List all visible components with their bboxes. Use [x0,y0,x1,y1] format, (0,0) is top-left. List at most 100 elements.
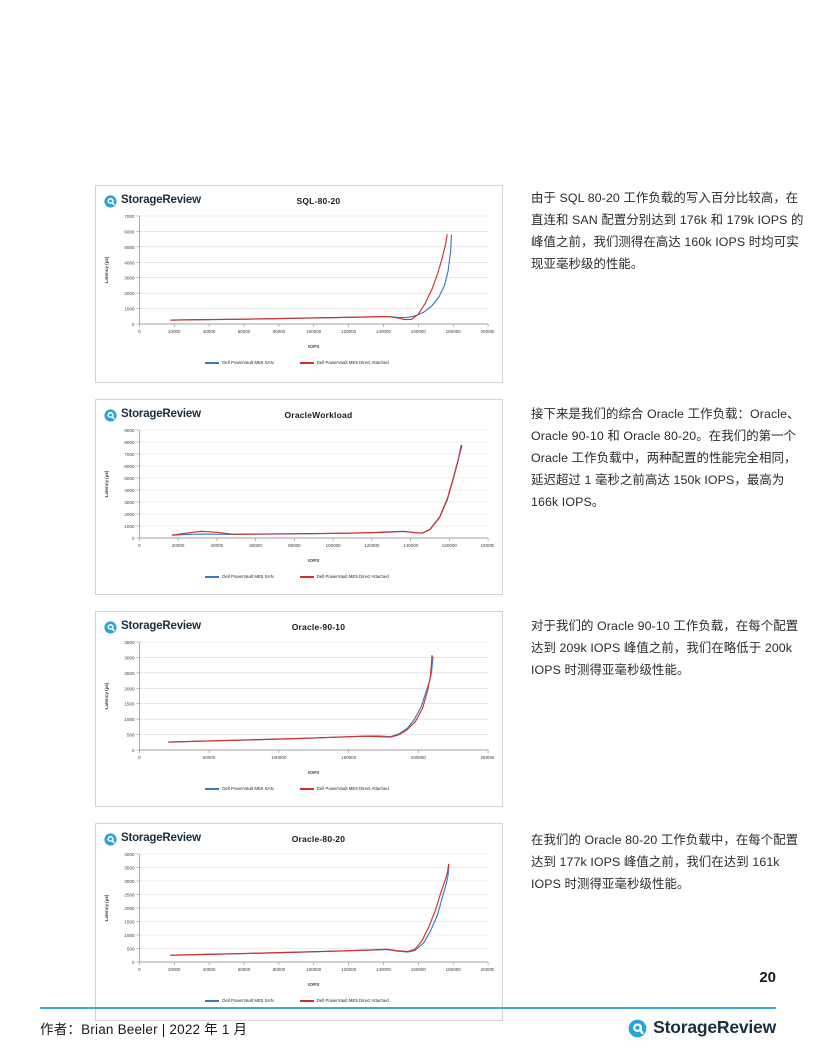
section-row: StorageReview SQL-80-20 0 1000 2000 3000 400… [95,185,807,383]
svg-text:200000: 200000 [411,755,427,760]
svg-text:2000: 2000 [124,906,135,911]
svg-text:120000: 120000 [364,543,380,548]
svg-text:2000: 2000 [124,686,135,691]
footer-author: 作者：Brian Beeler | 2022 年 1 月 [40,1022,248,1037]
svg-text:20000: 20000 [168,967,181,972]
svg-text:9000: 9000 [124,428,135,433]
svg-text:2500: 2500 [124,892,135,897]
chart-header: StorageReview Oracle-90-10 [100,618,494,636]
svg-text:200000: 200000 [481,967,494,972]
chart-legend: Dell PowerVault ME5 SAN Dell PowerVault … [100,574,494,579]
chart-header: StorageReview OracleWorkload [100,406,494,424]
legend-item-san: Dell PowerVault ME5 SAN [205,786,274,791]
chart-legend: Dell PowerVault ME5 SAN Dell PowerVault … [100,786,494,791]
svg-text:Latency (µs): Latency (µs) [104,256,109,283]
svg-text:0: 0 [138,543,141,548]
legend-swatch-direct [299,999,314,1002]
svg-text:0: 0 [138,755,141,760]
note-text-oracle-90-10: 对于我们的 Oracle 90-10 工作负载，在每个配置达到 209k IOP… [531,619,799,678]
svg-text:1500: 1500 [124,702,135,707]
svg-text:60000: 60000 [249,543,262,548]
legend-label-san: Dell PowerVault ME5 SAN [222,360,274,365]
chart-legend: Dell PowerVault ME5 SAN Dell PowerVault … [100,998,494,1003]
footer-brand-lockup: StorageReview [628,1019,776,1038]
svg-text:140000: 140000 [376,329,392,334]
svg-text:6000: 6000 [124,464,135,469]
svg-text:160000: 160000 [442,543,458,548]
svg-text:80000: 80000 [273,967,286,972]
svg-text:2000: 2000 [124,512,135,517]
svg-text:40000: 40000 [203,967,216,972]
svg-text:1500: 1500 [124,919,135,924]
brand-lockup: StorageReview [104,833,201,846]
chart-title: OracleWorkload [284,410,353,420]
svg-text:500: 500 [127,946,135,951]
note-text-oracle-80-20: 在我们的 Oracle 80-20 工作负载中，在每个配置达到 177k IOP… [531,833,799,892]
svg-text:2500: 2500 [124,671,135,676]
brand-name: StorageReview [121,620,201,633]
svg-text:20000: 20000 [172,543,185,548]
svg-text:40000: 40000 [203,329,216,334]
svg-text:80000: 80000 [288,543,301,548]
svg-text:3500: 3500 [124,640,135,645]
page-number: 20 [759,969,776,986]
svg-text:0: 0 [138,329,141,334]
svg-text:200000: 200000 [481,329,494,334]
svg-text:7000: 7000 [124,452,135,457]
legend-item-san: Dell PowerVault ME5 SAN [205,360,274,365]
svg-text:4000: 4000 [124,488,135,493]
legend-item-san: Dell PowerVault ME5 SAN [205,998,274,1003]
storagereview-logo-icon [628,1019,647,1038]
svg-text:0: 0 [138,967,141,972]
legend-swatch-direct [299,787,314,790]
svg-text:160000: 160000 [411,329,427,334]
section-row: StorageReview Oracle-80-20 0 500 1000 1500 2… [95,823,807,1021]
legend-label-direct: Dell PowerVault ME5 Direct Attached [316,786,389,791]
section-row: StorageReview OracleWorkload 0 1000 2000 30… [95,399,807,595]
legend-label-san: Dell PowerVault ME5 SAN [222,574,274,579]
chart-legend: Dell PowerVault ME5 SAN Dell PowerVault … [100,360,494,365]
svg-text:500: 500 [127,733,135,738]
chart-title: Oracle-80-20 [291,834,346,844]
svg-text:0: 0 [132,536,135,541]
svg-text:2000: 2000 [124,291,135,296]
content-area: StorageReview SQL-80-20 0 1000 2000 3000 400… [95,185,807,1037]
svg-text:80000: 80000 [273,329,286,334]
svg-text:5000: 5000 [124,476,135,481]
chart-svg-oracle-workload: 0 1000 2000 3000 4000 5000 6000 7000 8000 9000 0 20… [104,428,494,564]
storagereview-logo-icon [104,408,117,422]
svg-text:180000: 180000 [481,543,494,548]
chart-title: SQL-80-20 [296,196,341,206]
brand-name: StorageReview [121,408,201,421]
note-text-sql-80-20: 由于 SQL 80-20 工作负载的写入百分比较高，在直连和 SAN 配置分别达… [531,191,804,272]
brand-name: StorageReview [121,832,201,845]
svg-text:0: 0 [132,960,135,965]
svg-text:20000: 20000 [168,329,181,334]
svg-text:6000: 6000 [124,229,135,234]
svg-text:50000: 50000 [203,755,216,760]
legend-item-san: Dell PowerVault ME5 SAN [205,574,274,579]
legend-swatch-san [205,999,220,1002]
svg-text:1000: 1000 [124,933,135,938]
legend-label-san: Dell PowerVault ME5 SAN [222,786,274,791]
storagereview-logo-icon [104,620,117,634]
brand-lockup: StorageReview [104,195,201,208]
svg-text:Latency (µs): Latency (µs) [104,470,109,497]
svg-text:1000: 1000 [124,524,135,529]
storagereview-logo-icon [104,194,117,208]
svg-text:IOPS: IOPS [308,344,319,350]
svg-text:140000: 140000 [376,967,392,972]
chart-plot-area: 0 1000 2000 3000 4000 5000 6000 7000 0 20000 40000… [100,210,494,350]
svg-text:100000: 100000 [306,329,322,334]
svg-text:120000: 120000 [341,329,357,334]
chart-card-oracle-90-10: StorageReview Oracle-90-10 0 500 1000 1500 2… [95,611,503,807]
chart-plot-area: 0 500 1000 1500 2000 2500 3000 3500 4000 0 20000 40… [100,848,494,988]
legend-label-direct: Dell PowerVault ME5 Direct Attached [316,360,389,365]
svg-text:60000: 60000 [238,329,251,334]
chart-card-oracle-80-20: StorageReview Oracle-80-20 0 500 1000 1500 2… [95,823,503,1021]
svg-text:3000: 3000 [124,500,135,505]
svg-text:40000: 40000 [211,543,224,548]
chart-card-sql-80-20: StorageReview SQL-80-20 0 1000 2000 3000 400… [95,185,503,383]
